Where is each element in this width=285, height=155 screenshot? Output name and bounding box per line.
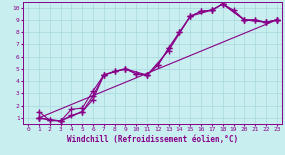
X-axis label: Windchill (Refroidissement éolien,°C): Windchill (Refroidissement éolien,°C) [67, 135, 238, 144]
